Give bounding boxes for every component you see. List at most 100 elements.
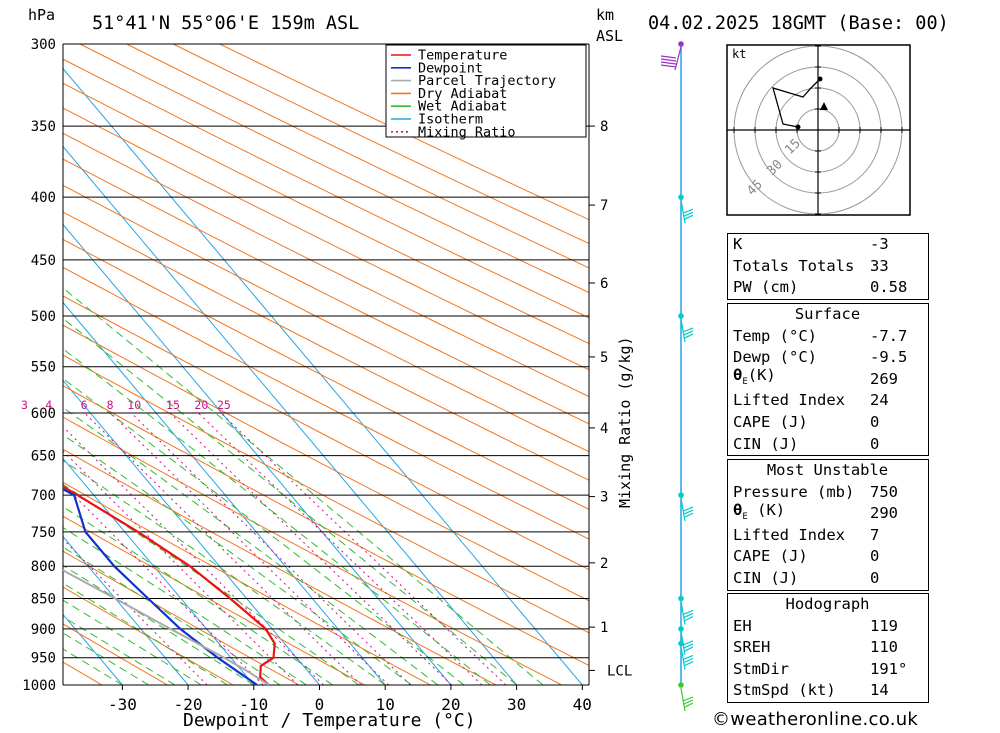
wind-barb-feather: [684, 512, 694, 518]
dry-adiabat-line: [63, 623, 168, 685]
height-tick-label: 4: [600, 421, 608, 437]
wind-barb-feather: [682, 640, 694, 646]
wind-level-dot: [678, 194, 684, 200]
legend-entry: Temperature: [418, 48, 507, 64]
wind-barb-staff: [680, 498, 686, 522]
dry-adiabat-line: [63, 107, 589, 371]
height-tick-label: 7: [600, 198, 608, 214]
temperature-tick-label: 40: [573, 695, 592, 714]
mixing-ratio-line: [110, 412, 389, 685]
background-lines: [63, 44, 589, 685]
height-tick-label: 1: [600, 620, 608, 636]
dry-adiabat-line: [63, 550, 300, 685]
dry-adiabat-line: [126, 44, 589, 269]
profile-temperature: [63, 485, 276, 685]
pressure-tick-label: 1000: [22, 678, 56, 694]
wind-barb-feather: [684, 702, 694, 708]
wind-barb-feather: [683, 509, 694, 515]
wind-barb: [680, 687, 694, 712]
wind-barb-staff: [680, 646, 686, 670]
most-unstable-title: Most Unstable: [766, 461, 889, 479]
hodograph-end-dot: [817, 76, 823, 82]
isotherm-line: [63, 613, 123, 685]
wet-adiabat-line: [63, 616, 176, 685]
dry-adiabat-line: [219, 44, 589, 221]
indices-table: K -3 Totals Totals 33 PW (cm) 0.58: [727, 233, 929, 300]
dry-adiabat-line: [173, 44, 589, 245]
wind-level-dot: [678, 313, 684, 319]
pressure-tick-label: 550: [31, 360, 56, 376]
wind-barb-feather: [684, 615, 694, 622]
isotherm-line: [63, 457, 255, 685]
location-title: 51°41'N 55°06'E 159m ASL: [92, 13, 359, 34]
wind-barb-staff: [674, 46, 682, 71]
dry-adiabat-line: [63, 481, 431, 685]
dry-adiabat-line: [63, 586, 234, 685]
wet-adiabat-line: [63, 565, 255, 685]
mu-lifted-index: Lifted Index 7: [733, 525, 880, 544]
wind-barb-feather: [684, 660, 694, 667]
wet-adiabat-line: [63, 506, 333, 685]
dry-adiabat-line: [63, 385, 589, 667]
pressure-tick-label: 850: [31, 591, 56, 607]
mixing-ratio-label: 8: [107, 398, 114, 412]
surface-cape: CAPE (J) 0: [733, 412, 880, 431]
wind-barb-feather: [682, 208, 694, 214]
wind-barb-column: [660, 41, 694, 712]
mixing-ratio-line: [220, 412, 507, 685]
dry-adiabat-line: [79, 44, 589, 294]
pressure-tick-label: 700: [31, 488, 56, 504]
hodograph: kt 15 30 45: [726, 44, 911, 216]
wind-level-dot: [678, 41, 684, 47]
index-row-pw: PW (cm) 0.58: [733, 278, 908, 297]
pressure-tick-label: 350: [31, 119, 56, 135]
mu-cin: CIN (J) 0: [733, 568, 880, 587]
surface-dewp: Dewp (°C) -9.5: [733, 348, 908, 367]
wind-barb: [680, 200, 694, 224]
wind-barb-flag: [660, 58, 677, 62]
profile-parcel-trajectory: [63, 569, 270, 685]
wind-barb-flag: [660, 55, 677, 59]
pressure-tick-label: 950: [31, 651, 56, 667]
temperature-tick-label: -10: [239, 695, 268, 714]
wind-barb-feather: [684, 646, 694, 652]
wind-barb-staff: [680, 318, 686, 343]
wind-barb-feather: [683, 211, 694, 217]
pressure-tick-label: 800: [31, 559, 56, 575]
copyright-link[interactable]: ©weatheronline.co.uk: [712, 709, 919, 730]
most-unstable-table: Most Unstable Pressure (mb) 750 θE (K) 290…: [727, 459, 929, 591]
surface-cin: CIN (J) 0: [733, 434, 880, 453]
wet-adiabat-line: [63, 546, 281, 685]
datetime-title: 04.02.2025 18GMT (Base: 00): [648, 13, 949, 34]
wind-barb-feather: [682, 696, 694, 702]
surface-theta: θE(K) 269: [733, 366, 898, 388]
temperature-tick-label: 10: [376, 695, 395, 714]
hodograph-start-dot: [795, 124, 801, 130]
wind-barb-feather: [682, 506, 694, 512]
pressure-tick-label: 900: [31, 622, 56, 638]
wind-barb: [680, 498, 694, 522]
wind-barb-flag: [660, 61, 677, 65]
wind-barb-feather: [682, 609, 694, 616]
legend-entry: Dewpoint: [418, 60, 483, 76]
height-unit-km: km: [596, 6, 614, 24]
height-tick-label: 3: [600, 490, 608, 506]
temperature-tick-label: -20: [174, 695, 203, 714]
mixing-ratio-label: 15: [166, 398, 180, 412]
dry-adiabat-line: [63, 132, 589, 398]
wind-level-dot: [678, 640, 684, 647]
wind-level-dot: [678, 492, 684, 498]
axis-labels: 1234681015202530035040045050055060065070…: [21, 37, 632, 714]
param-sreh: SREH 110: [733, 638, 898, 657]
hodograph-trace: [772, 78, 821, 128]
height-unit-asl: ASL: [596, 27, 623, 45]
height-tick-label: 2: [600, 556, 608, 572]
wet-adiabat-line: [63, 527, 307, 685]
mixing-ratio-label: 6: [81, 398, 88, 412]
isotherm-line: [63, 535, 189, 685]
mixing-ratio-label: 25: [217, 398, 231, 412]
wind-barb-feather: [683, 657, 694, 664]
legend-entry: Parcel Trajectory: [418, 73, 556, 89]
surface-temp: Temp (°C) -7.7: [733, 326, 908, 345]
wet-adiabat-line: [63, 459, 386, 685]
